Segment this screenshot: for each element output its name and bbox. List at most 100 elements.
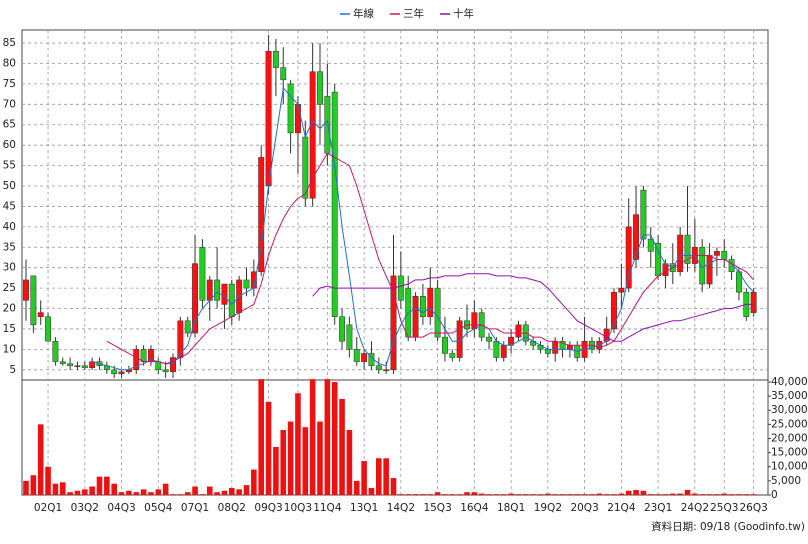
y2-tick-label: 5,000: [771, 475, 801, 487]
volume-bar: [339, 398, 345, 495]
candle-body: [221, 283, 228, 305]
candle-body: [486, 336, 493, 342]
volume-bar: [405, 494, 411, 495]
volume-bar: [302, 427, 309, 495]
volume-bar: [199, 494, 206, 495]
x-tick-label: 08Q2: [218, 502, 246, 514]
volume-bar: [640, 490, 647, 495]
volume-bar: [140, 489, 147, 495]
x-tick-label: 05Q4: [144, 502, 173, 514]
volume-bar: [331, 381, 338, 495]
volume-bar: [559, 494, 566, 495]
volume-bar: [478, 493, 485, 495]
candle-body: [677, 234, 684, 273]
legend-label: 年線: [353, 7, 374, 20]
y-tick-label: 25: [3, 282, 16, 294]
y-tick-label: 45: [3, 200, 16, 212]
ma-line: [91, 86, 754, 371]
y2-tick-label: 30,000: [771, 404, 808, 416]
candle-body: [603, 328, 610, 342]
y-tick-label: 70: [3, 98, 16, 110]
volume-bar: [265, 401, 272, 495]
y-tick-label: 15: [3, 323, 16, 335]
volume-bar: [23, 480, 29, 495]
candle-body: [412, 296, 419, 338]
volume-bar: [434, 492, 441, 495]
volume-bar: [714, 494, 720, 495]
volume-bar: [537, 494, 544, 495]
candle-body: [684, 234, 691, 264]
volume-bar: [37, 424, 44, 495]
y2-tick-label: 25,000: [771, 418, 808, 430]
volume-bar: [295, 393, 301, 495]
volume-bar: [670, 493, 676, 495]
volume-bar: [96, 476, 103, 495]
candle-body: [162, 369, 169, 373]
candle-body: [339, 316, 346, 342]
candle-body: [449, 353, 456, 358]
volume-bar: [162, 483, 169, 495]
volume-bar: [574, 494, 581, 495]
candle-body: [228, 283, 235, 317]
volume-bar: [581, 494, 588, 495]
volume-bar: [82, 489, 88, 495]
x-tick-label: 26Q3: [739, 502, 767, 514]
candle-body: [515, 324, 522, 338]
volume-bar: [736, 494, 742, 495]
candle-body: [552, 340, 559, 354]
candle-body: [258, 157, 265, 273]
volume-bar: [206, 486, 213, 495]
x-tick-label: 21Q4: [607, 502, 636, 514]
candle-body: [45, 316, 51, 342]
candle-body: [206, 279, 213, 301]
candle-body: [471, 312, 478, 330]
candle-body: [280, 67, 287, 81]
x-tick-label: 10Q3: [284, 502, 312, 514]
volume-bar: [390, 478, 397, 495]
candle-body: [199, 247, 206, 301]
candle-body: [640, 189, 647, 240]
volume-bar: [500, 494, 507, 495]
volume-bar: [552, 494, 558, 495]
y2-tick-label: 10,000: [771, 461, 808, 473]
candle-body: [192, 263, 199, 334]
candle-body: [287, 83, 294, 134]
volume-bar: [471, 492, 478, 495]
candle-body: [140, 349, 147, 362]
y-tick-label: 40: [3, 221, 16, 233]
candle-body: [633, 214, 639, 260]
source-note: 資料日期: 09/18 (Goodinfo.tw): [651, 520, 805, 533]
volume-bar: [412, 494, 419, 495]
candle-body: [170, 357, 176, 373]
volume-bar: [89, 486, 95, 495]
x-tick-label: 20Q3: [570, 502, 598, 514]
candle-body: [442, 336, 448, 354]
volume-bar: [273, 446, 279, 495]
volume-bar: [324, 379, 331, 495]
y2-tick-label: 0: [771, 489, 778, 501]
candle-body: [59, 361, 66, 364]
plot-frame: [21, 29, 769, 496]
volume-bar: [184, 492, 191, 495]
y2-tick-label: 35,000: [771, 390, 808, 402]
volume-bar: [111, 483, 117, 495]
y-tick-label: 55: [3, 160, 16, 172]
legend-label: 十年: [453, 7, 474, 20]
volume-bar: [706, 494, 713, 495]
volume-bar: [376, 458, 382, 495]
volume-bar: [750, 494, 757, 495]
volume-bar: [368, 487, 375, 495]
volume-bar: [170, 494, 176, 495]
candle-body: [67, 363, 74, 366]
candle-body: [214, 279, 221, 301]
volume-bar: [464, 492, 470, 495]
volume-bar: [699, 494, 705, 495]
volume-bar: [192, 486, 198, 495]
candle-body: [750, 291, 757, 313]
candle-body: [317, 71, 323, 105]
volume-bar: [523, 494, 529, 495]
y2-tick-label: 15,000: [771, 447, 808, 459]
volume-bar: [133, 492, 140, 495]
